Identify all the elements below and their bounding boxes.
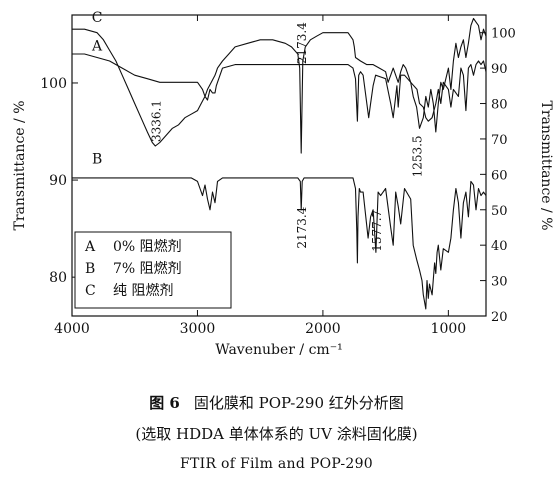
series-lines: ABC xyxy=(72,10,487,310)
y-right-tick-label: 100 xyxy=(491,27,516,42)
peak-annotations: 3336.1 2173.4 2173.4 1577.7 1253.5 xyxy=(149,22,424,252)
peak-label: 1577.7 xyxy=(370,210,384,252)
y-left-tick-label: 80 xyxy=(49,270,67,286)
x-tick-label: 1000 xyxy=(431,321,467,337)
y-axis-label-left: Transmittance / % xyxy=(12,101,28,231)
y-right-tick-label: 30 xyxy=(491,275,508,290)
figure-title-en: FTIR of Film and POP-290 xyxy=(179,456,373,472)
curve-label-A: A xyxy=(91,38,103,54)
figure-number: 图 6 xyxy=(149,394,180,412)
legend-text-C: 纯 阻燃剂 xyxy=(113,282,173,299)
x-axis-label: Wavenuber / cm⁻¹ xyxy=(215,342,342,358)
peak-label: 2173.4 xyxy=(295,206,309,248)
y-right-tick-label: 80 xyxy=(491,98,508,113)
curve-label-B: B xyxy=(92,152,102,168)
y-left-tick-label: 100 xyxy=(40,76,67,92)
legend-key-C: C xyxy=(85,283,96,299)
ftir-chart: 4000 3000 2000 1000 80 90 100 20 30 40 50 60 70 80 90 1… xyxy=(12,10,553,358)
peak-label: 1253.5 xyxy=(411,135,425,177)
x-tick-label: 4000 xyxy=(54,321,90,337)
plot-frame xyxy=(71,14,487,317)
legend-key-B: B xyxy=(85,261,95,277)
figure-caption-cn: 图 6 固化膜和 POP-290 红外分析图 xyxy=(0,392,553,413)
series-line-C xyxy=(72,17,487,154)
series-line-A xyxy=(72,53,487,122)
y-right-tick-label: 50 xyxy=(491,204,508,219)
peak-label: 3336.1 xyxy=(149,100,163,142)
legend: A 0% 阻燃剂 B 7% 阻燃剂 C 纯 阻燃剂 xyxy=(74,231,232,309)
y-right-tick-label: 70 xyxy=(491,133,508,148)
legend-text-A: 0% 阻燃剂 xyxy=(113,238,182,255)
y-right-tick-label: 60 xyxy=(491,168,508,183)
legend-key-A: A xyxy=(84,239,96,255)
y-right-tick-label: 40 xyxy=(491,239,508,254)
figure-subtitle-cn: (选取 HDDA 单体体系的 UV 涂料固化膜) xyxy=(135,425,418,443)
peak-label: 2173.4 xyxy=(295,22,309,64)
figure-title-cn: 固化膜和 POP-290 红外分析图 xyxy=(193,394,404,412)
y-left-tick-label: 90 xyxy=(49,173,67,189)
y-axis-label-right: Transmittance / % xyxy=(538,101,553,231)
y-right-tick-label: 20 xyxy=(491,310,508,325)
legend-text-B: 7% 阻燃剂 xyxy=(113,260,182,277)
axes: 4000 3000 2000 1000 80 90 100 20 30 40 50 60 70 80 90 1… xyxy=(12,14,553,358)
y-right-tick-label: 90 xyxy=(491,62,508,77)
legend-box xyxy=(74,231,232,309)
x-tick-label: 3000 xyxy=(180,321,216,337)
series-line-B xyxy=(72,177,487,310)
curve-label-C: C xyxy=(92,10,103,26)
x-tick-label: 2000 xyxy=(305,321,341,337)
